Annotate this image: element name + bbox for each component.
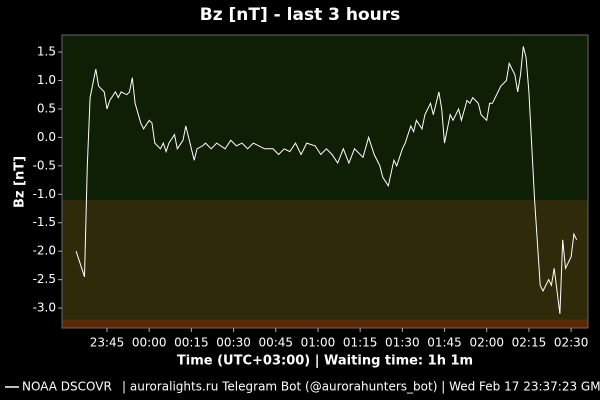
y-tick-label: 1.5 bbox=[37, 45, 56, 59]
y-tick-label: -3.0 bbox=[33, 301, 56, 315]
y-tick-label: -2.0 bbox=[33, 244, 56, 258]
x-tick-label: 00:15 bbox=[174, 336, 209, 350]
y-tick-label: -0.5 bbox=[33, 158, 56, 172]
x-tick-label: 00:00 bbox=[132, 336, 167, 350]
x-axis-label: Time (UTC+03:00) | Waiting time: 1h 1m bbox=[177, 354, 473, 369]
y-tick-label: 1.0 bbox=[37, 73, 56, 87]
chart-title: Bz [nT] - last 3 hours bbox=[200, 5, 401, 25]
y-tick-label: -2.5 bbox=[33, 272, 56, 286]
legend-label: NOAA DSCOVR bbox=[22, 380, 112, 394]
y-tick-label: 0.5 bbox=[37, 101, 56, 115]
x-tick-label: 00:30 bbox=[216, 336, 251, 350]
data-line bbox=[75, 46, 578, 314]
y-tick-label: 0.0 bbox=[37, 130, 56, 144]
x-tick-label: 02:15 bbox=[512, 336, 547, 350]
threshold-band bbox=[62, 199, 588, 320]
x-tick-label: 01:45 bbox=[427, 336, 462, 350]
plot-frame bbox=[61, 34, 589, 329]
y-tick-label: -1.5 bbox=[33, 215, 56, 229]
threshold-band bbox=[62, 319, 588, 328]
y-tick-label: -1.0 bbox=[33, 187, 56, 201]
footer: | auroralights.ru Telegram Bot (@aurorah… bbox=[122, 380, 600, 394]
x-tick-label: 00:45 bbox=[258, 336, 293, 350]
x-tick-label: 02:30 bbox=[554, 336, 589, 350]
x-tick-label: 01:30 bbox=[385, 336, 420, 350]
threshold-band bbox=[62, 35, 588, 200]
x-tick-label: 23:45 bbox=[90, 336, 125, 350]
y-axis-label: Bz [nT] bbox=[13, 156, 28, 208]
x-tick-label: 01:00 bbox=[301, 336, 336, 350]
x-tick-label: 02:00 bbox=[469, 336, 504, 350]
x-tick-label: 01:15 bbox=[343, 336, 378, 350]
